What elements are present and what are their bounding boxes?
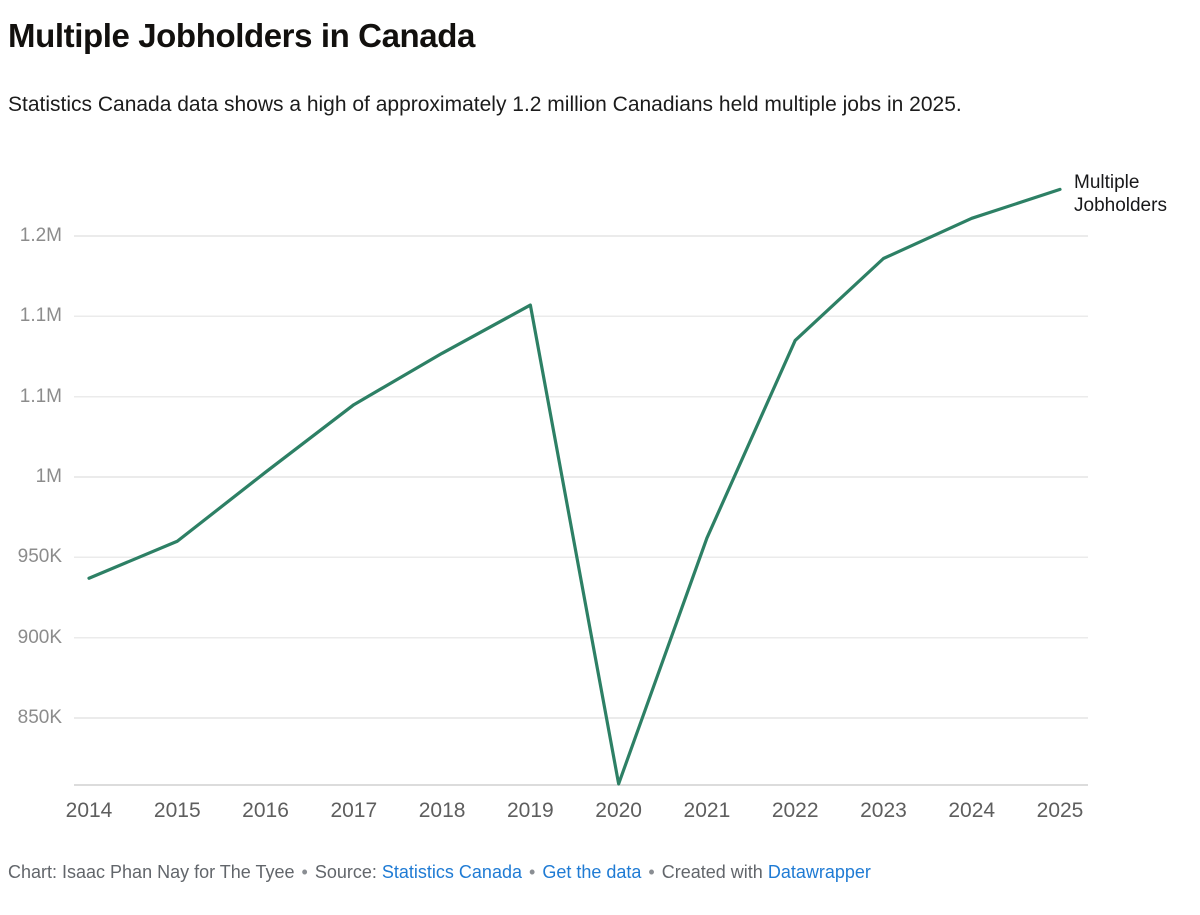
x-tick-2020: 2020 <box>595 799 642 822</box>
footer-datawrapper-link[interactable]: Datawrapper <box>767 862 871 882</box>
plot-area: 1.2M 1.1M 1.1M 1M 950K 900K 850K 2014 2015 2016 2… <box>0 165 1200 830</box>
footer-separator-3: • <box>648 862 655 882</box>
footer-get-the-data-link[interactable]: Get the data <box>542 862 642 882</box>
footer-separator-2: • <box>529 862 536 882</box>
y-tick-label: 1M <box>35 466 62 487</box>
line-chart-svg <box>74 187 1088 786</box>
y-tick-label: 1.1M <box>19 385 62 407</box>
x-tick-2021: 2021 <box>683 799 731 822</box>
y-tick-label: 950K <box>17 546 62 568</box>
series-group <box>87 187 1062 786</box>
chart-title: Multiple Jobholders in Canada <box>8 17 475 54</box>
gridlines-group <box>74 235 1088 786</box>
x-tick-2014: 2014 <box>65 799 113 822</box>
x-tick-2023: 2023 <box>860 799 907 822</box>
series-label-line-1: Multiple <box>1074 172 1140 194</box>
x-tick-2019: 2019 <box>507 799 554 822</box>
series-label-line-2: Jobholders <box>1074 195 1167 217</box>
x-tick-2024: 2024 <box>948 799 996 822</box>
y-tick-label: 900K <box>17 626 62 648</box>
x-tick-2016: 2016 <box>242 799 289 822</box>
x-tick-2017: 2017 <box>330 799 378 822</box>
series-label-multiple-jobholders: Multiple Jobholders <box>1074 171 1167 217</box>
x-tick-2025: 2025 <box>1036 799 1084 822</box>
x-tick-2022: 2022 <box>771 799 819 822</box>
x-tick-2018: 2018 <box>418 799 466 822</box>
chart-footer: Chart: Isaac Phan Nay for The Tyee • Sou… <box>8 860 871 884</box>
chart-subtitle: Statistics Canada data shows a high of a… <box>8 93 962 116</box>
footer-separator-1: • <box>301 862 308 882</box>
y-tick-label: 850K <box>17 707 62 728</box>
footer-divider <box>8 846 1192 847</box>
y-tick-label: 1.2M <box>19 225 62 246</box>
footer-created-with-label: Created with <box>661 862 763 882</box>
y-tick-label: 1.1M <box>19 305 62 327</box>
footer-source-link[interactable]: Statistics Canada <box>381 862 522 882</box>
footer-source-label: Source: <box>314 862 377 882</box>
series-line-0[interactable] <box>87 187 1062 786</box>
x-tick-2015: 2015 <box>153 799 201 822</box>
footer-credit: Chart: Isaac Phan Nay for The Tyee <box>8 862 295 882</box>
